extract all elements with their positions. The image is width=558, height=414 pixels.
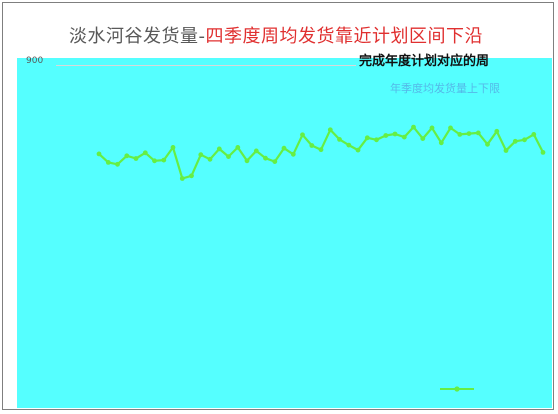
data-point	[105, 160, 111, 165]
data-point	[272, 159, 278, 165]
data-point	[522, 137, 527, 143]
gridline-900	[56, 65, 356, 66]
legend-label-plan: 完成年度计划对应的周	[359, 54, 490, 69]
data-point	[152, 158, 157, 164]
data-point	[235, 145, 241, 150]
data-point	[142, 150, 148, 156]
data-point	[531, 132, 537, 137]
data-point	[383, 133, 389, 138]
data-point	[207, 156, 213, 162]
data-point	[281, 145, 287, 151]
data-point	[429, 125, 435, 131]
data-point	[300, 132, 305, 138]
data-point	[355, 147, 361, 153]
data-point	[244, 158, 250, 164]
data-point	[457, 132, 463, 137]
data-point	[115, 161, 120, 167]
data-point	[327, 127, 333, 133]
data-point	[124, 153, 130, 159]
data-point	[420, 136, 426, 142]
data-point	[411, 124, 416, 130]
data-point	[133, 156, 139, 161]
data-point	[438, 140, 444, 146]
chart-title: 淡水河谷发货量-四季度周均发货靠近计划区间下沿	[0, 22, 552, 48]
data-point	[253, 148, 259, 154]
chart-title-part2: 四季度周均发货靠近计划区间下沿	[205, 26, 483, 47]
chart-title-part1: 淡水河谷发货量-	[69, 26, 206, 47]
data-point	[374, 137, 379, 143]
data-point	[485, 141, 490, 147]
legend-label-range: 年季度均发货量上下限	[390, 82, 500, 95]
data-point	[337, 137, 342, 142]
data-point	[226, 154, 231, 160]
plot-area	[17, 58, 552, 408]
data-point	[512, 138, 518, 144]
data-point	[179, 176, 185, 181]
data-point	[475, 130, 481, 136]
data-point	[189, 173, 194, 179]
data-point	[216, 146, 222, 152]
data-point	[290, 151, 296, 157]
data-point	[540, 150, 546, 155]
data-point	[503, 148, 509, 153]
data-point	[263, 155, 268, 161]
data-point	[392, 131, 398, 137]
data-point	[364, 135, 370, 141]
legend-series-marker-swatch	[454, 386, 460, 392]
data-point	[318, 147, 324, 153]
data-point	[401, 134, 407, 140]
data-point	[170, 145, 176, 150]
series-line	[98, 126, 544, 180]
data-point	[309, 143, 315, 148]
data-point	[346, 142, 352, 148]
data-point	[96, 151, 102, 157]
data-point	[448, 125, 453, 131]
data-point	[198, 152, 204, 158]
data-point	[161, 157, 167, 163]
data-point	[494, 128, 500, 134]
y-tick-label-900: 900	[26, 56, 44, 66]
data-point	[466, 131, 472, 137]
